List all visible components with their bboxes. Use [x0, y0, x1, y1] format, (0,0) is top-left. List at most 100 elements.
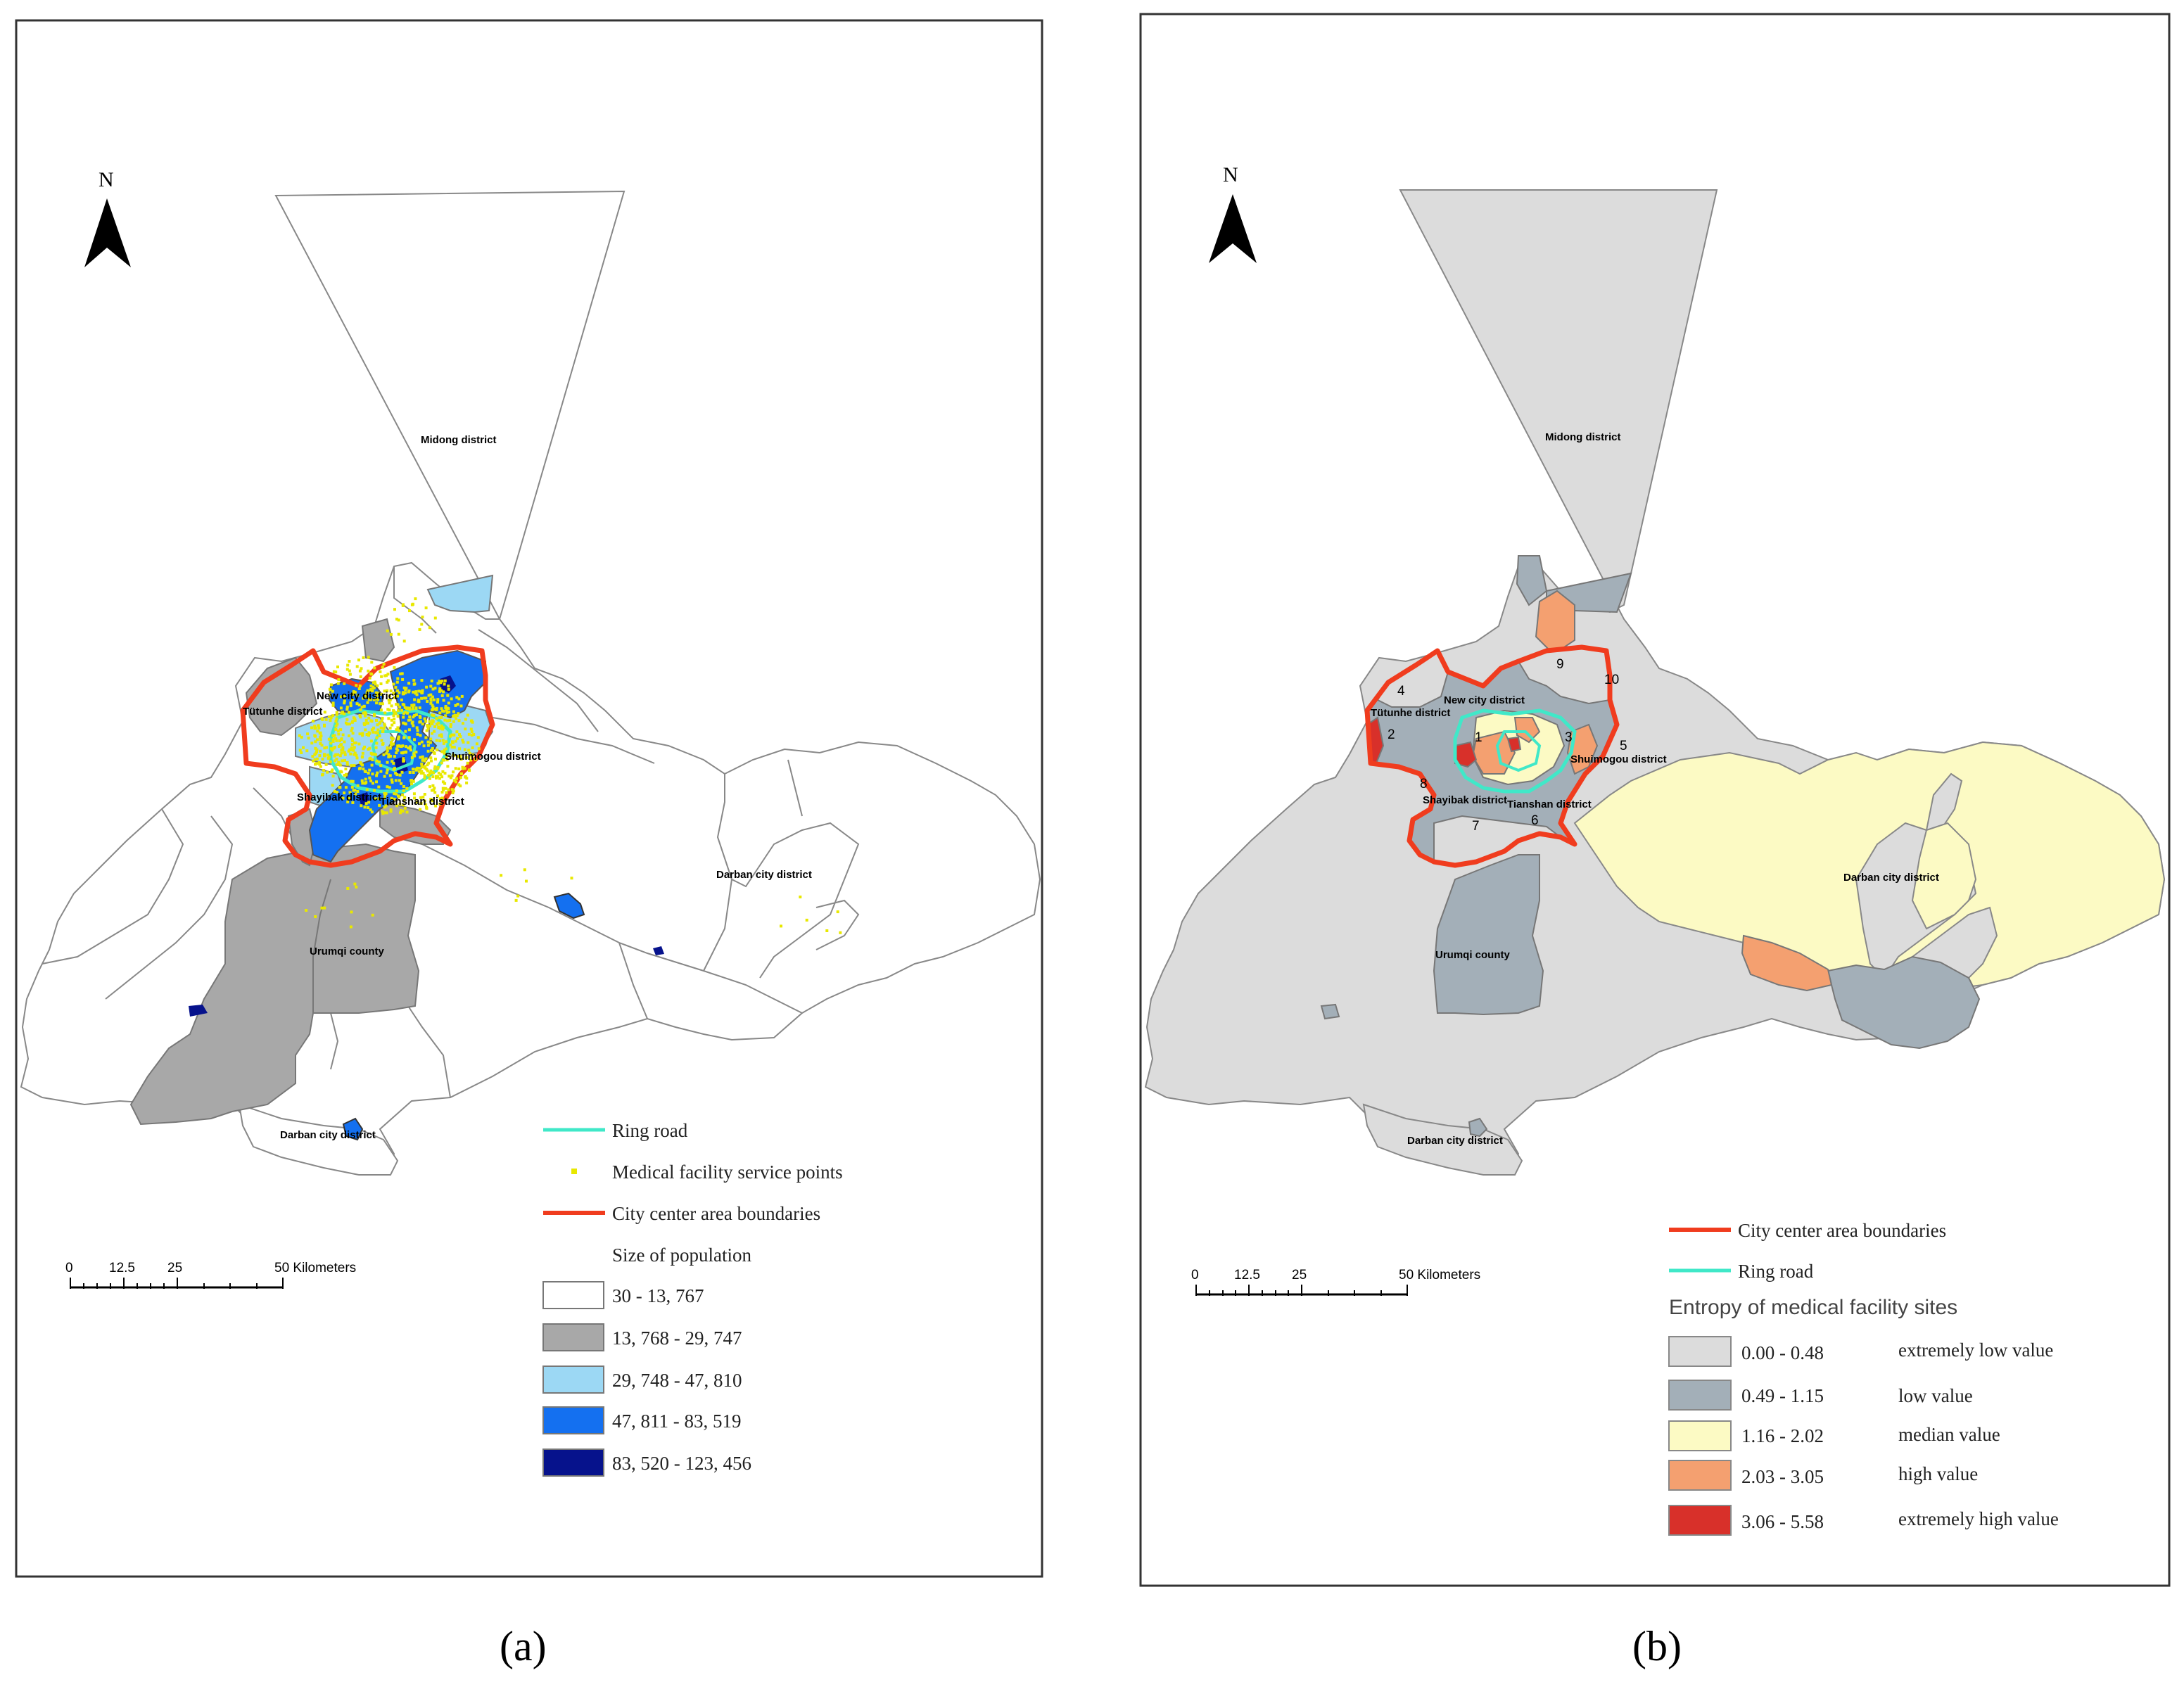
medical-point — [414, 706, 418, 710]
medical-point — [398, 773, 402, 777]
legend-class-4-label: 47, 811 - 83, 519 — [612, 1411, 742, 1432]
medical-point — [383, 722, 386, 726]
legend-medical-points-label: Medical facility service points — [612, 1161, 843, 1183]
medical-point — [327, 737, 331, 741]
medical-point — [340, 751, 343, 755]
medical-point — [441, 787, 445, 790]
legend-class-1-label: 30 - 13, 767 — [612, 1285, 704, 1306]
medical-point — [428, 777, 431, 780]
medical-point — [367, 698, 371, 701]
medical-point — [334, 753, 338, 756]
medical-point — [353, 882, 357, 886]
ring-road-b-inner — [1495, 730, 1542, 772]
medical-point — [322, 769, 326, 772]
medical-point — [335, 717, 338, 720]
medical-point — [348, 734, 350, 737]
medical-point — [451, 791, 455, 795]
north-label-b: N — [1223, 163, 1238, 186]
medical-point — [320, 744, 324, 747]
medical-point — [314, 763, 317, 766]
medical-point — [416, 766, 419, 770]
medical-point — [465, 777, 469, 780]
medical-point — [429, 699, 433, 702]
medical-point — [372, 685, 374, 689]
medical-point — [405, 706, 409, 710]
medical-point — [386, 746, 389, 749]
medical-point — [371, 753, 374, 756]
medical-point — [433, 767, 436, 770]
medical-point — [313, 758, 317, 761]
medical-point — [298, 734, 301, 737]
medical-point — [446, 694, 450, 697]
medical-point — [370, 763, 374, 767]
medical-point — [394, 686, 398, 689]
medical-point — [390, 736, 393, 739]
medical-point — [390, 796, 393, 800]
medical-point — [379, 770, 383, 773]
medical-point — [394, 712, 398, 715]
medical-point — [424, 766, 427, 770]
medical-point — [393, 792, 396, 796]
navy-patch-center-1 — [440, 675, 456, 693]
medical-point — [396, 749, 400, 752]
medical-point — [396, 703, 400, 706]
medical-point — [420, 770, 424, 773]
medical-point — [444, 747, 447, 751]
medical-point — [370, 728, 374, 732]
medical-point — [353, 690, 357, 694]
medical-point — [429, 697, 433, 701]
medical-point — [369, 719, 373, 722]
medical-point — [431, 789, 433, 792]
medical-point — [356, 784, 360, 787]
medical-point — [375, 694, 379, 698]
medical-point — [441, 739, 445, 742]
medical-point — [462, 722, 464, 725]
medical-point — [468, 768, 471, 772]
medical-point — [377, 785, 381, 789]
medical-point — [424, 720, 428, 723]
medical-point — [412, 779, 415, 783]
medical-point — [369, 779, 373, 783]
medical-point — [456, 755, 459, 758]
medical-point — [336, 791, 339, 794]
medical-point — [401, 691, 405, 694]
medical-point — [425, 729, 428, 732]
medical-point — [450, 746, 454, 749]
medical-point — [404, 751, 407, 754]
medical-point — [414, 713, 418, 716]
medical-point — [475, 742, 478, 746]
medical-point — [331, 689, 334, 693]
medical-point — [335, 711, 338, 714]
medical-point — [439, 773, 443, 777]
number-label-6: 6 — [1531, 813, 1539, 828]
medical-point — [839, 931, 842, 934]
medical-point — [355, 885, 358, 889]
medical-point — [338, 754, 342, 758]
medical-point — [343, 740, 346, 744]
medical-point — [424, 765, 427, 768]
medical-point — [454, 704, 457, 707]
medical-point — [413, 682, 417, 685]
medical-point — [343, 774, 346, 777]
medical-point — [375, 759, 379, 763]
medical-point — [433, 730, 436, 733]
medical-point — [374, 746, 378, 749]
medical-point — [332, 670, 336, 673]
medical-point — [455, 777, 458, 780]
medical-point — [374, 692, 378, 695]
north-arrow-icon — [84, 198, 131, 267]
medical-point — [402, 757, 405, 760]
medical-point — [397, 737, 400, 741]
scale-tick-25: 25 — [167, 1261, 182, 1275]
medical-point — [441, 780, 445, 784]
legend-entropy-class-2-range: 0.49 - 1.15 — [1741, 1385, 1824, 1406]
medical-point — [440, 715, 443, 719]
district-label-midong-b: Midong district — [1545, 431, 1621, 443]
legend-entropy-class-2-label: low value — [1898, 1385, 1973, 1406]
medical-point — [402, 751, 405, 754]
medical-point — [419, 756, 422, 759]
medical-point — [355, 753, 358, 757]
number-label-7: 7 — [1472, 819, 1480, 834]
medical-point — [312, 720, 315, 722]
medical-point — [365, 733, 369, 736]
